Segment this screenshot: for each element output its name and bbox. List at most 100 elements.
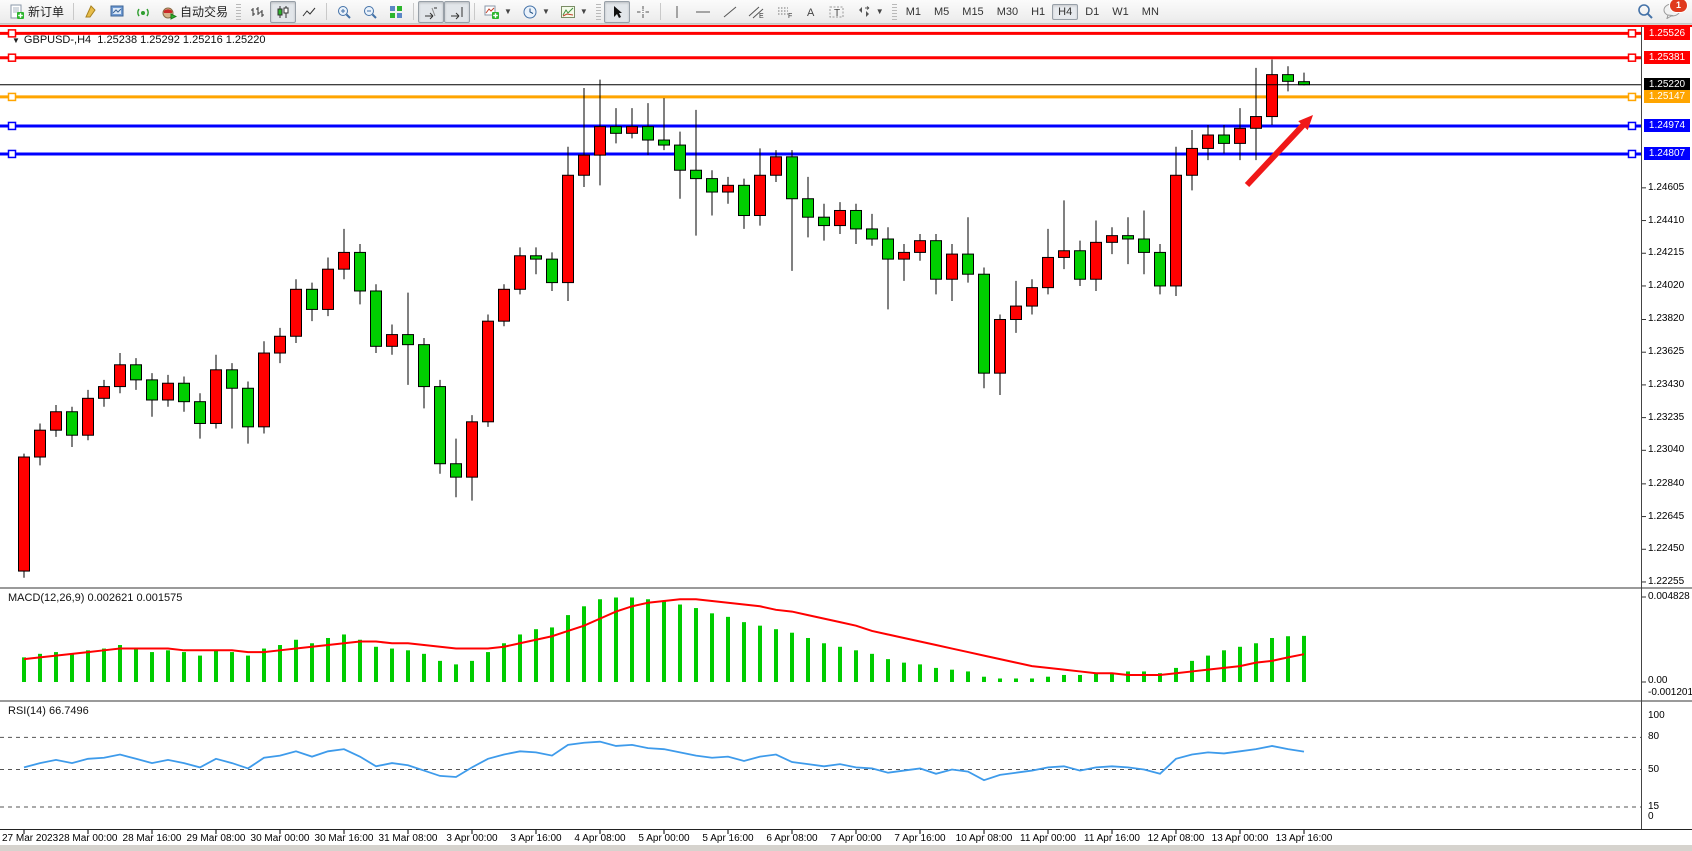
- pane-separator[interactable]: [0, 587, 1692, 589]
- macd-histogram-bar: [1014, 678, 1018, 682]
- line-chart-mode-button[interactable]: [296, 1, 322, 23]
- auto-trading-label: 自动交易: [180, 5, 229, 19]
- candle-body: [18, 456, 30, 572]
- timeframe-button-mn[interactable]: MN: [1141, 5, 1159, 18]
- macd-histogram-bar: [982, 676, 986, 682]
- chart-window[interactable]: ▼ GBPUSD-,H4 1.25238 1.25292 1.25216 1.25…: [0, 25, 1692, 845]
- auto-scroll-button[interactable]: [418, 0, 445, 23]
- macd-histogram-bar: [406, 650, 410, 682]
- text-label-tool-button[interactable]: T: [823, 1, 851, 23]
- auto-trading-button[interactable]: 自动交易: [156, 1, 233, 23]
- timeframe-button-m5[interactable]: M5: [934, 5, 950, 18]
- candle-body: [466, 421, 478, 478]
- macd-pane[interactable]: [22, 597, 1306, 682]
- notifications-button[interactable]: 1: [1662, 0, 1688, 22]
- level-handle[interactable]: [7, 149, 17, 159]
- timeframe-button-w1[interactable]: W1: [1112, 5, 1129, 18]
- fibonacci-tool-button[interactable]: F: [771, 1, 799, 23]
- macd-histogram-bar: [278, 645, 282, 682]
- chart-shift-button[interactable]: [444, 0, 471, 23]
- level-handle[interactable]: [7, 29, 17, 38]
- vertical-line-tool-button[interactable]: [665, 1, 689, 23]
- toolbar-drag-handle[interactable]: [891, 3, 897, 20]
- add-indicator-button[interactable]: ▼: [479, 1, 517, 23]
- bar-chart-mode-button[interactable]: [244, 1, 270, 23]
- candle-body: [770, 156, 782, 176]
- candle-body: [162, 382, 174, 401]
- level-handle[interactable]: [7, 53, 17, 62]
- candle-body: [418, 344, 430, 388]
- timeframe-button-m1[interactable]: M1: [905, 5, 921, 18]
- level-handle[interactable]: [1627, 149, 1637, 159]
- candle-body: [1106, 235, 1118, 243]
- candle-body: [1170, 174, 1182, 287]
- level-handle[interactable]: [7, 92, 17, 102]
- tile-windows-button[interactable]: [383, 1, 409, 23]
- toolbar-drag-handle[interactable]: [236, 3, 242, 20]
- level-handle[interactable]: [1627, 29, 1637, 38]
- macd-histogram-bar: [1238, 646, 1242, 682]
- svg-text:E: E: [759, 13, 764, 20]
- timeframe-button-h1[interactable]: H1: [1031, 5, 1046, 18]
- timeframe-button-h4[interactable]: H4: [1052, 3, 1079, 20]
- trendline-tool-button[interactable]: [717, 1, 743, 23]
- text-tool-button[interactable]: A: [799, 1, 823, 23]
- macd-histogram-bar: [102, 648, 106, 682]
- level-handle[interactable]: [7, 121, 17, 131]
- trend-arrow[interactable]: [1244, 115, 1313, 188]
- zoom-in-button[interactable]: [331, 1, 357, 23]
- date-label: 7 Apr 00:00: [830, 833, 882, 844]
- candle-body: [562, 174, 574, 284]
- svg-text:F: F: [788, 13, 792, 20]
- chart-shift-icon: [451, 6, 463, 19]
- timeframe-button-d1[interactable]: D1: [1085, 5, 1100, 18]
- macd-histogram-bar: [390, 648, 394, 682]
- signals-button[interactable]: [130, 1, 156, 23]
- zoom-out-button[interactable]: [357, 1, 383, 23]
- horizontal-line-tool-button[interactable]: [689, 1, 717, 23]
- timeframe-button-m15[interactable]: M15: [962, 5, 984, 18]
- channel-tool-button[interactable]: E: [743, 1, 771, 23]
- date-label: 27 Mar 2023: [2, 833, 59, 844]
- macd-histogram-bar: [726, 616, 730, 682]
- arrows-tool-button[interactable]: ▼: [851, 1, 889, 23]
- macd-axis-min-label: -0.001201: [1648, 687, 1692, 698]
- candle-body: [34, 429, 46, 458]
- level-handle[interactable]: [1627, 92, 1637, 102]
- candle-body: [738, 184, 750, 217]
- macd-histogram-bar: [918, 664, 922, 682]
- candle-body: [1010, 305, 1022, 320]
- new-order-button[interactable]: 新订单: [4, 1, 69, 23]
- period-button[interactable]: ▼: [517, 1, 555, 23]
- level-handle[interactable]: [1627, 53, 1637, 62]
- template-button[interactable]: ▼: [555, 1, 593, 23]
- candle-body: [546, 258, 558, 284]
- market-watch-button[interactable]: [78, 1, 104, 23]
- candle-body: [146, 379, 158, 401]
- equidistant-channel-icon: E: [748, 6, 764, 20]
- pane-separator[interactable]: [0, 700, 1692, 702]
- chart-canvas[interactable]: [0, 27, 1692, 847]
- candle-body: [1282, 74, 1294, 82]
- candle-body: [898, 251, 910, 260]
- level-price-badge: 1.25381: [1644, 51, 1690, 65]
- timeframe-button-m30[interactable]: M30: [996, 5, 1019, 18]
- crosshair-tool-button[interactable]: [630, 1, 656, 23]
- toolbar-drag-handle[interactable]: [595, 3, 601, 20]
- cursor-tool-button[interactable]: [603, 0, 630, 23]
- candle-body: [402, 334, 414, 346]
- macd-histogram-bar: [822, 643, 826, 682]
- candle-body: [178, 382, 190, 403]
- candle-body: [1122, 235, 1134, 240]
- rsi-pane[interactable]: [0, 736, 1641, 808]
- candle-body: [194, 401, 206, 424]
- candle-body: [914, 240, 926, 253]
- rsi-axis-label: 80: [1648, 731, 1660, 743]
- date-label: 3 Apr 00:00: [446, 833, 498, 844]
- tile-windows-icon: [390, 5, 403, 18]
- rsi-line: [23, 740, 1305, 782]
- candlestick-mode-button[interactable]: [270, 0, 297, 23]
- search-icon[interactable]: [1637, 3, 1654, 20]
- level-handle[interactable]: [1627, 121, 1637, 131]
- data-window-button[interactable]: [104, 1, 130, 23]
